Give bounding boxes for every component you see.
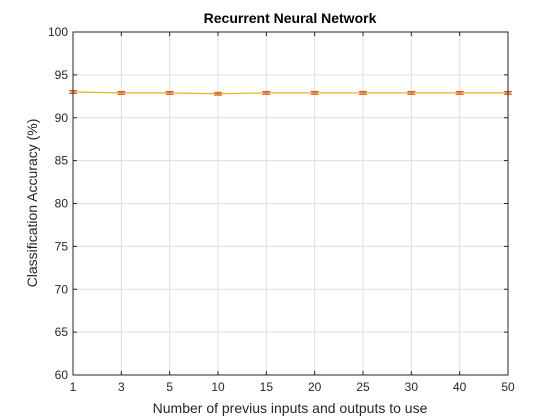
y-tick-label: 70: [55, 282, 69, 296]
grid-lines: [73, 32, 508, 375]
x-tick-label: 50: [501, 380, 515, 394]
data-point: [214, 91, 222, 96]
y-tick-label: 80: [55, 197, 69, 211]
tick-labels: 1 3 5 10 15 20 25 30 40 50 60 65 70 75 80 85 90 95 100: [48, 25, 515, 394]
x-tick-label: 15: [260, 380, 274, 394]
x-axis-label: Number of previus inputs and outputs to …: [153, 400, 428, 416]
x-tick-label: 25: [356, 380, 370, 394]
y-tick-label: 65: [55, 325, 69, 339]
data-point: [262, 90, 271, 95]
chart-title: Recurrent Neural Network: [204, 10, 377, 26]
x-tick-label: 5: [166, 380, 173, 394]
data-point: [407, 90, 416, 95]
x-tick-label: 10: [211, 380, 225, 394]
x-tick-label: 20: [308, 380, 322, 394]
y-tick-label: 100: [48, 25, 68, 39]
y-tick-label: 60: [55, 368, 69, 382]
x-tick-label: 1: [70, 380, 77, 394]
x-tick-label: 3: [118, 380, 125, 394]
x-tick-label: 40: [453, 380, 467, 394]
y-tick-label: 95: [55, 68, 69, 82]
data-point: [310, 90, 319, 95]
y-axis-label: Classification Accuracy (%): [24, 119, 40, 288]
y-tick-label: 85: [55, 154, 69, 168]
y-tick-label: 75: [55, 239, 69, 253]
data-point: [455, 90, 464, 95]
data-point: [117, 90, 126, 95]
y-tick-label: 90: [55, 111, 69, 125]
ticks: [72, 31, 509, 376]
data-point: [359, 90, 367, 95]
series-line: [72, 91, 508, 95]
data-point: [165, 90, 174, 95]
x-tick-label: 30: [405, 380, 419, 394]
